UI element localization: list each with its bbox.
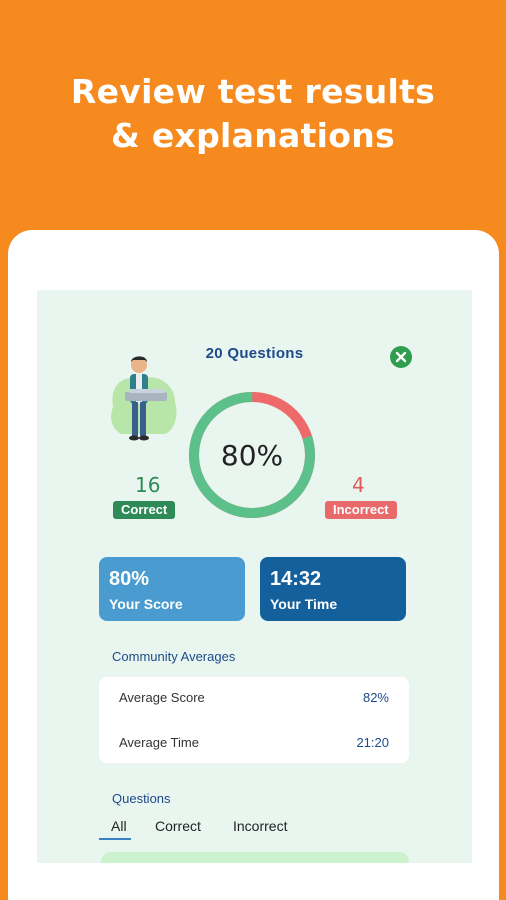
incorrect-count: 4 <box>352 473 365 497</box>
tab-correct[interactable]: Correct <box>155 818 201 834</box>
score-percentage: 80% <box>220 438 284 472</box>
average-score-label: Average Score <box>119 690 205 705</box>
average-time-value: 21:20 <box>356 735 389 750</box>
student-with-laptop-illustration <box>111 356 177 441</box>
promo-headline: Review test results & explanations <box>0 70 506 158</box>
average-score-row: Average Score 82% <box>119 690 389 705</box>
average-time-label: Average Time <box>119 735 199 750</box>
average-score-value: 82% <box>362 690 389 705</box>
promo-headline-line2: & explanations <box>111 116 395 155</box>
question-count: 20 Questions <box>205 345 304 362</box>
community-averages-title: Community Averages <box>112 649 236 664</box>
question-filter-tabs: All Correct Incorrect <box>99 818 359 842</box>
your-time-value: 14:32 <box>270 568 322 590</box>
your-time-label: Your Time <box>270 596 338 612</box>
question-list-item[interactable] <box>101 852 409 863</box>
your-score-card: 80% Your Score <box>99 557 245 621</box>
average-time-row: Average Time 21:20 <box>119 735 389 750</box>
tab-incorrect[interactable]: Incorrect <box>233 818 288 834</box>
incorrect-badge: Incorrect <box>325 501 397 519</box>
your-score-label: Your Score <box>109 596 183 612</box>
community-averages-box: Average Score 82% Average Time 21:20 <box>99 677 409 763</box>
your-time-card: 14:32 Your Time <box>260 557 406 621</box>
correct-count: 16 <box>135 473 161 497</box>
your-score-value: 80% <box>109 568 150 590</box>
results-screen: 20 Questions 80% 16 Correct 4 Incorrect … <box>37 290 472 863</box>
promo-headline-line1: Review test results <box>70 72 436 111</box>
tab-all[interactable]: All <box>99 818 131 840</box>
score-ring-correct-arc <box>189 392 315 518</box>
close-icon <box>395 351 407 363</box>
score-ring <box>189 392 315 518</box>
correct-badge: Correct <box>113 501 176 519</box>
questions-title: Questions <box>112 791 171 806</box>
close-button[interactable] <box>390 346 412 368</box>
